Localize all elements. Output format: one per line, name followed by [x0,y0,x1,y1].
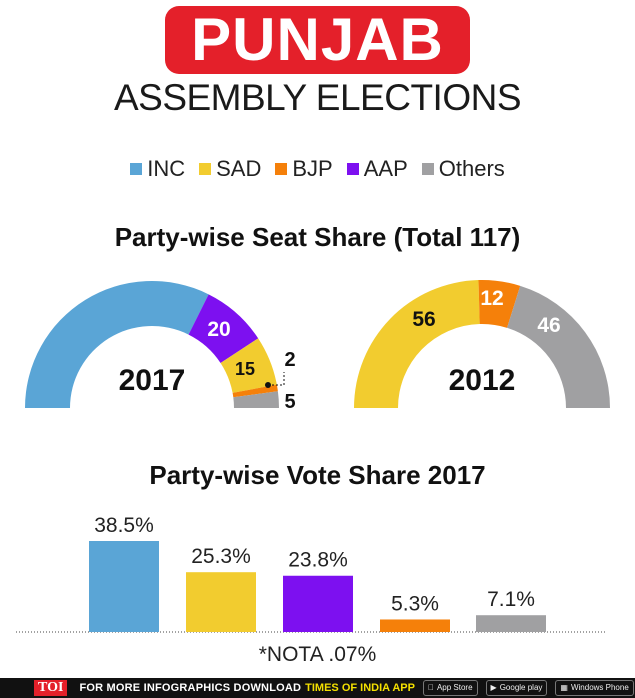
apple-icon:  [428,681,434,695]
bar-aap [283,575,353,632]
app-store-label: App Store [430,683,473,692]
data-label-aap: 20 [207,318,230,341]
legend-swatch [346,163,359,175]
legend-swatch [130,163,143,175]
donut-slice-others [507,285,610,408]
donut-year-label: 2017 [119,364,186,397]
legend-label: Others [438,156,505,181]
title-banner: PUNJAB [165,6,470,74]
legend: INC SAD BJP AAP Others [0,156,635,182]
legend-item-aap: AAP [346,156,408,182]
windows-icon: ▦ [554,683,568,692]
legend-label: INC [147,156,186,181]
footer-bar: TOI FOR MORE INFOGRAPHICS DOWNLOAD TIMES… [0,678,635,698]
donut-year-label: 2012 [449,364,516,397]
vote-share-title: Party-wise Vote Share 2017 [149,460,486,490]
donut-slice-sad [220,338,277,393]
bar-label-sad: 25.3% [191,545,251,568]
donut-slice-inc [25,281,209,408]
legend-item-others: Others [421,156,505,182]
data-label-bjp: 12 [480,287,503,310]
legend-item-sad: SAD [199,156,261,182]
legend-label: BJP [292,156,333,181]
donut-slice-sad [354,280,480,408]
page-title: PUNJAB [191,6,444,73]
toi-logo: TOI [34,680,68,696]
donut-slice-others [233,391,279,408]
bar-label-bjp: 5.3% [391,592,439,615]
legend-label: SAD [216,156,262,181]
legend-item-bjp: BJP [275,156,333,182]
data-label-sad: 56 [412,308,435,331]
donut-slice-bjp [232,384,278,398]
bar-label-others: 7.1% [487,588,535,611]
data-label-others: 46 [537,314,560,337]
legend-swatch [275,163,288,175]
google-play-label: Google play [493,683,543,692]
google-play-button[interactable]: ▶ Google play [485,680,548,696]
bar-label-aap: 23.8% [288,549,348,572]
footer-text: FOR MORE INFOGRAPHICS DOWNLOAD [79,682,302,694]
nota-note: *NOTA .07% [258,643,377,666]
legend-label: AAP [363,156,408,181]
bjp-leader-line [268,372,285,386]
legend-item-inc: INC [130,156,185,182]
app-store-button[interactable]:  App Store [422,680,478,696]
bar-inc [89,541,159,632]
windows-phone-label: Windows Phone [564,683,629,692]
donut-slice-bjp [478,280,521,328]
legend-swatch [199,163,212,175]
bar-bjp [380,619,450,632]
bar-sad [186,572,256,632]
legend-swatch [421,163,434,175]
data-label-others: 5 [284,391,295,413]
donut-slice-aap [188,294,259,364]
bar-others [476,615,546,632]
bar-label-inc: 38.5% [94,514,154,537]
data-label-sad: 15 [235,359,255,379]
windows-phone-button[interactable]: ▦ Windows Phone [554,680,634,696]
footer-app-name: TIMES OF INDIA APP [305,682,415,694]
seat-share-title: Party-wise Seat Share (Total 117) [114,222,521,252]
page-subtitle: ASSEMBLY ELECTIONS [113,77,522,118]
data-label-bjp: 2 [284,349,295,371]
play-icon: ▶ [491,681,497,695]
